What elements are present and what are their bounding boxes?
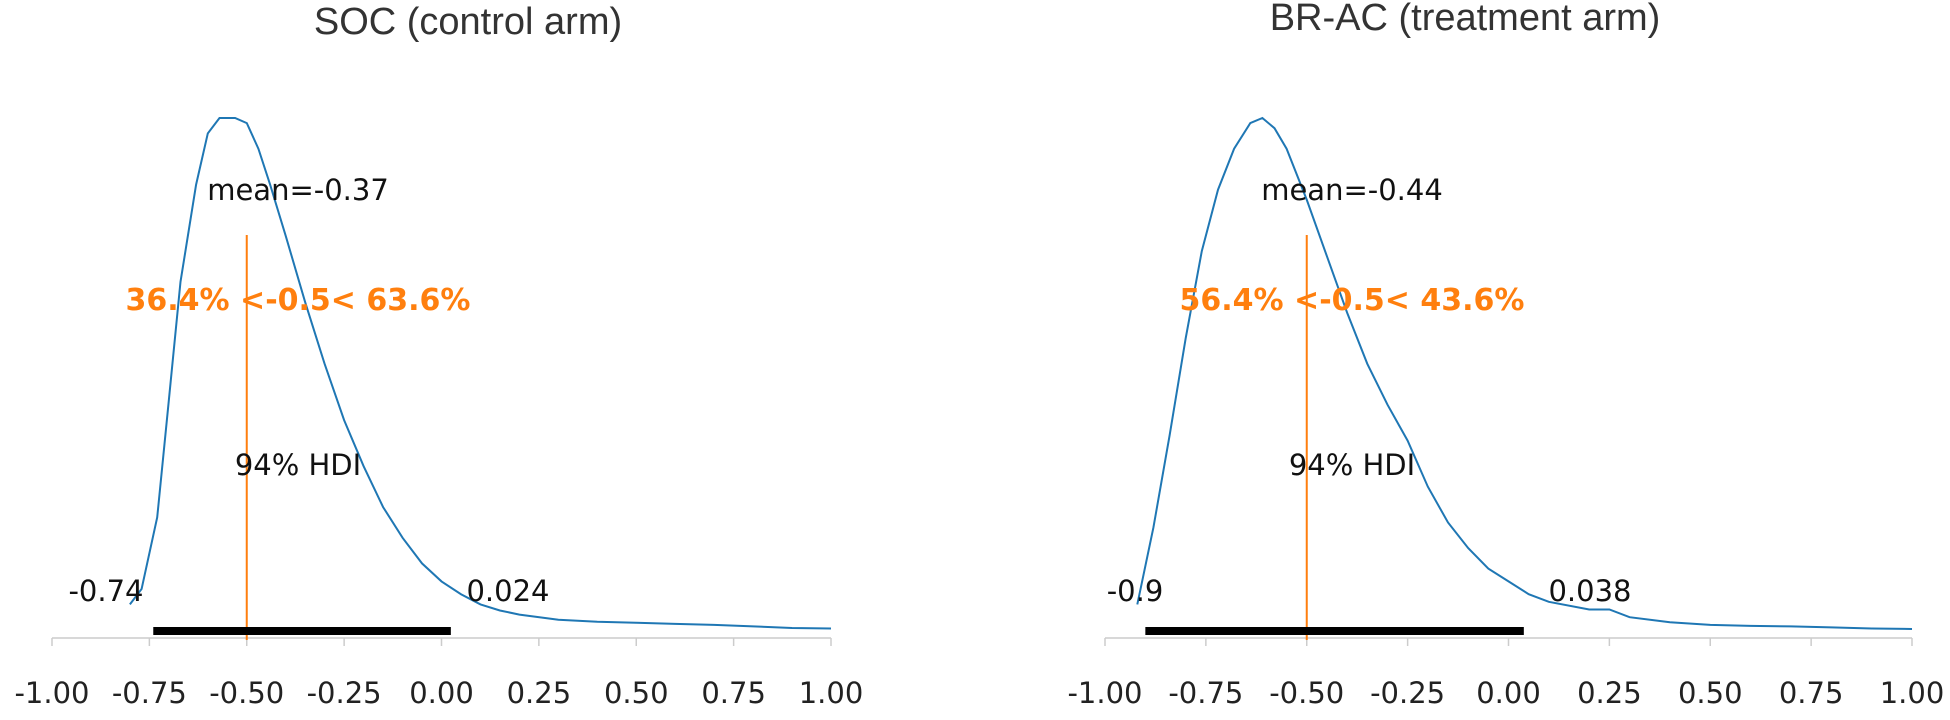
- panel-br-ac-treatment-arm: BR-AC (treatment arm) -1.00 -0.75 -0.50 -0.…: [1067, 0, 1944, 710]
- x-tick-label: -0.25: [307, 676, 382, 710]
- x-tick-label: -0.50: [209, 676, 284, 710]
- hdi-label: 94% HDI: [1289, 448, 1415, 482]
- panel-title: BR-AC (treatment arm): [1270, 0, 1661, 39]
- mean-label: mean=-0.37: [207, 173, 389, 207]
- hdi-low-label: -0.74: [68, 574, 143, 608]
- hdi-high-label: 0.038: [1548, 574, 1631, 608]
- hdi-label: 94% HDI: [235, 448, 361, 482]
- x-tick-label: -1.00: [1067, 676, 1142, 710]
- hdi-low-label: -0.9: [1107, 574, 1164, 608]
- x-tick-label: 1.00: [1880, 676, 1945, 710]
- panel-title: SOC (control arm): [314, 1, 622, 43]
- x-tick-label: -0.25: [1370, 676, 1445, 710]
- panel-soc-control-arm: SOC (control arm) -1.00 -0.75 -0.50 -0.25 0.…: [14, 1, 863, 710]
- x-tick-label: 0.00: [409, 676, 474, 710]
- x-axis-ticks: -1.00 -0.75 -0.50 -0.25 0.00 0.25 0.50 0.75 1.00: [14, 638, 863, 710]
- x-tick-label: -0.75: [1168, 676, 1243, 710]
- reference-label: 56.4% <-0.5< 43.6%: [1180, 283, 1525, 318]
- x-tick-label: 0.25: [1577, 676, 1642, 710]
- mean-label: mean=-0.44: [1261, 173, 1443, 207]
- x-tick-label: -0.75: [112, 676, 187, 710]
- x-tick-label: -0.50: [1269, 676, 1344, 710]
- hdi-high-label: 0.024: [466, 574, 549, 608]
- x-axis-ticks: -1.00 -0.75 -0.50 -0.25 0.00 0.25 0.50 0.75 1.00: [1067, 638, 1944, 710]
- x-tick-label: 0.25: [507, 676, 572, 710]
- reference-label: 36.4% <-0.5< 63.6%: [126, 283, 471, 318]
- x-tick-label: 0.00: [1476, 676, 1541, 710]
- x-tick-label: 0.75: [1779, 676, 1844, 710]
- x-tick-label: -1.00: [14, 676, 89, 710]
- density-curve: [1136, 116, 1913, 630]
- x-tick-label: 1.00: [799, 676, 864, 710]
- x-tick-label: 0.50: [604, 676, 669, 710]
- x-tick-label: 0.50: [1678, 676, 1743, 710]
- density-curve: [129, 117, 832, 630]
- x-tick-label: 0.75: [701, 676, 766, 710]
